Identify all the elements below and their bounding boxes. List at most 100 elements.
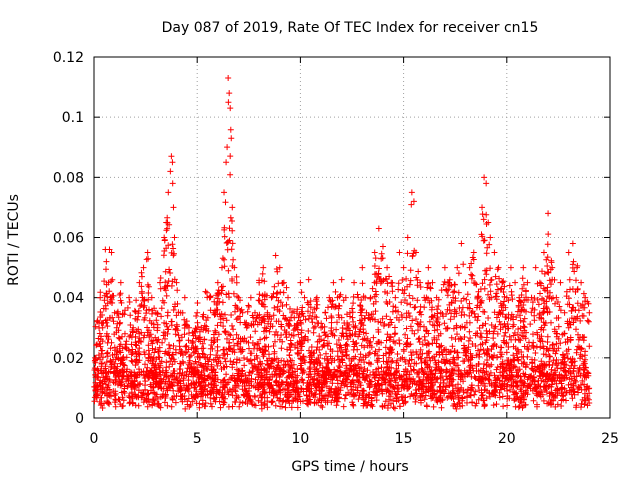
data-point (305, 276, 312, 283)
data-point (479, 204, 486, 211)
data-point (396, 249, 403, 256)
data-point (375, 225, 382, 232)
data-point (404, 234, 411, 241)
data-point (276, 264, 283, 271)
y-tick-label: 0.02 (53, 351, 84, 367)
y-tick-label: 0.08 (53, 170, 84, 186)
data-point (202, 288, 209, 295)
data-point (121, 330, 128, 337)
data-point (169, 159, 176, 166)
x-tick-label: 5 (193, 431, 202, 447)
data-point (168, 153, 175, 160)
data-point (260, 264, 267, 271)
data-point (400, 264, 407, 271)
data-point (106, 246, 113, 253)
data-point (218, 264, 225, 271)
data-point (338, 276, 345, 283)
data-point (226, 90, 233, 97)
data-point (487, 234, 494, 241)
data-point (462, 279, 469, 286)
data-point (117, 279, 124, 286)
y-tick-label: 0 (75, 411, 84, 427)
data-point (108, 249, 115, 256)
y-axis: 0 0.02 0.04 0.06 0.08 0.1 0.12 (53, 50, 610, 427)
data-point (466, 264, 473, 271)
data-point (228, 135, 235, 142)
data-point (140, 264, 147, 271)
data-point (491, 249, 498, 256)
data-point (221, 189, 228, 196)
data-point (297, 279, 304, 286)
data-point (425, 264, 432, 271)
chart-title: Day 087 of 2019, Rate Of TEC Index for r… (162, 20, 539, 36)
data-point (170, 204, 177, 211)
data-point (194, 309, 201, 316)
data-point (441, 264, 448, 271)
data-point (251, 309, 258, 316)
data-point (520, 264, 527, 271)
x-tick-label: 0 (90, 431, 99, 447)
data-point (524, 279, 531, 286)
data-point (173, 279, 180, 286)
data-point (578, 279, 585, 286)
data-point (103, 258, 110, 265)
x-tick-label: 10 (291, 431, 309, 447)
x-tick-label: 15 (395, 431, 413, 447)
data-point (225, 75, 232, 82)
data-point (384, 264, 391, 271)
data-point (557, 279, 564, 286)
data-point (410, 198, 417, 205)
data-point (540, 249, 547, 256)
data-point (214, 279, 221, 286)
data-point (454, 264, 461, 271)
data-point (532, 264, 539, 271)
y-tick-label: 0.04 (53, 291, 84, 307)
data-point (408, 189, 415, 196)
data-point (512, 279, 519, 286)
data-point (148, 294, 155, 301)
y-tick-label: 0.1 (62, 110, 84, 126)
y-tick-label: 0.12 (53, 50, 84, 66)
data-point (227, 105, 234, 112)
data-point (229, 204, 236, 211)
data-point (355, 294, 362, 301)
data-point (171, 234, 178, 241)
data-point (144, 249, 151, 256)
data-point (561, 309, 568, 316)
data-point (392, 294, 399, 301)
x-axis-label: GPS time / hours (291, 459, 408, 475)
data-point (136, 279, 143, 286)
y-tick-label: 0.06 (53, 231, 84, 247)
data-point (359, 264, 366, 271)
data-point (481, 174, 488, 181)
data-point (285, 294, 292, 301)
data-point (157, 279, 164, 286)
data-point (272, 252, 279, 259)
data-point (586, 309, 593, 316)
x-tick-label: 25 (601, 431, 619, 447)
data-point (371, 249, 378, 256)
data-point (326, 294, 333, 301)
data-point (126, 294, 133, 301)
data-point (167, 168, 174, 175)
data-point (483, 180, 490, 187)
data-point-cloud (91, 99, 593, 412)
data-point (565, 249, 572, 256)
data-point (235, 294, 242, 301)
data-point (470, 249, 477, 256)
data-point (507, 264, 514, 271)
data-point (351, 279, 358, 286)
y-axis-label: ROTI / TECUs (6, 194, 22, 286)
data-point (268, 294, 275, 301)
x-axis: 0 5 10 15 20 25 (90, 57, 619, 447)
data-points (91, 75, 593, 412)
data-point (458, 240, 465, 247)
data-point (247, 294, 254, 301)
data-point (330, 279, 337, 286)
data-point (301, 294, 308, 301)
data-point (223, 159, 230, 166)
data-point (569, 240, 576, 247)
x-tick-label: 20 (498, 431, 516, 447)
data-point (181, 294, 188, 301)
